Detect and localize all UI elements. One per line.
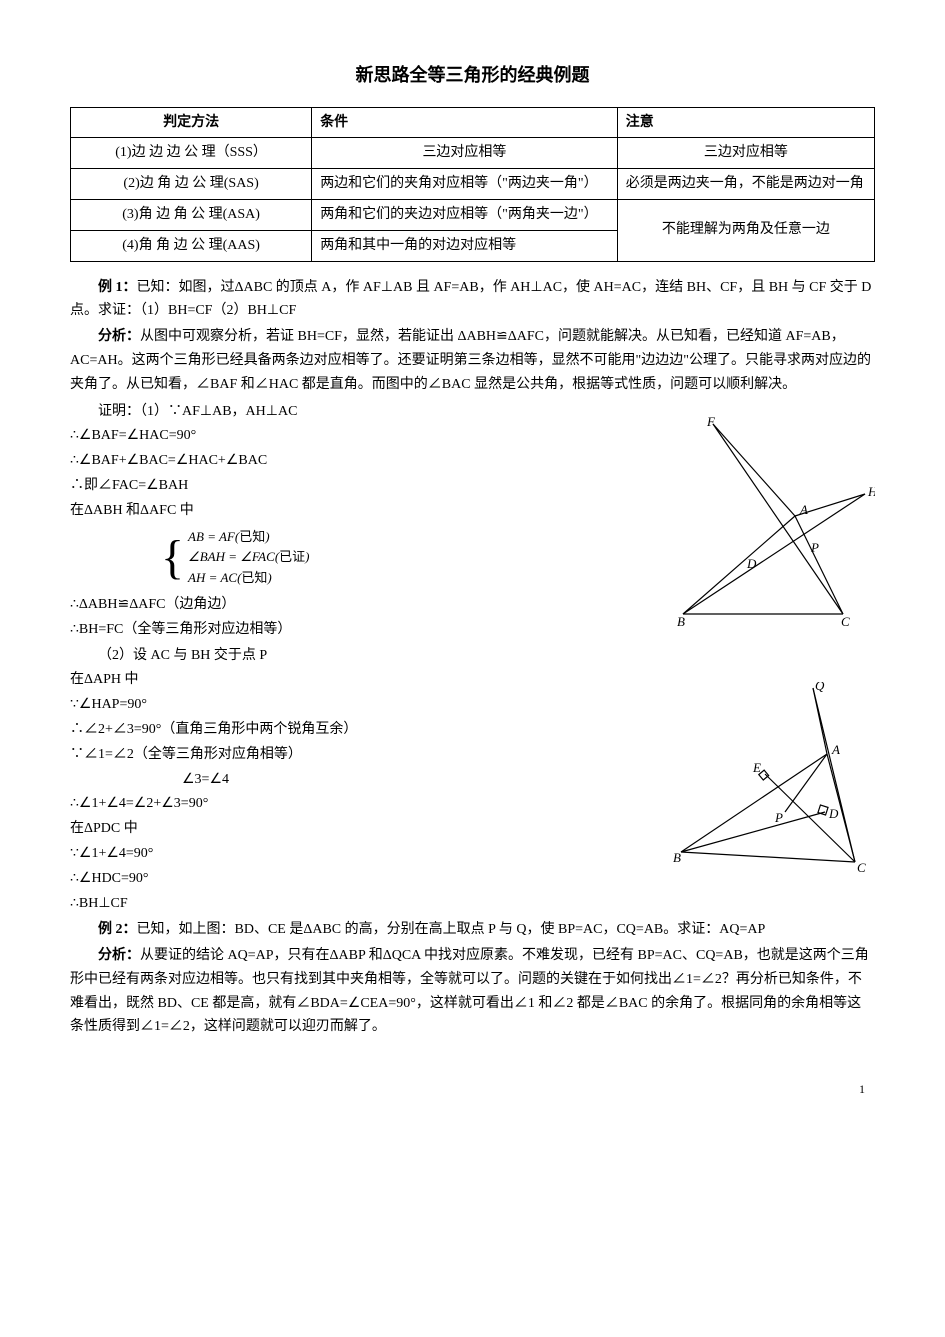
cell-note: 三边对应相等 [617, 138, 874, 169]
proof-p7: ∴BH=FC（全等三角形对应边相等） [70, 618, 655, 642]
example2-analysis: 分析：从要证的结论 AQ=AP，只有在ΔABP 和ΔQCA 中找对应原素。不难发… [70, 944, 875, 1039]
th-note: 注意 [617, 107, 874, 138]
svg-text:D: D [746, 556, 757, 571]
analysis-text: 从图中可观察分析，若证 BH=CF，显然，若能证出 ΔABH≌ΔAFC，问题就能… [70, 329, 871, 392]
table-row: (2)边 角 边 公 理(SAS) 两边和它们的夹角对应相等（"两边夹一角"） … [71, 169, 875, 200]
cell-note-merged: 不能理解为两角及任意一边 [617, 199, 874, 261]
ex1-given-text: 已知：如图，过Δ [137, 280, 244, 295]
proof-p13: ∴∠1+∠4=∠2+∠3=90° [70, 792, 655, 816]
proof-p12: ∠3=∠4 [182, 768, 655, 792]
figure-1: F H A B C D P [665, 416, 875, 626]
svg-text:P: P [810, 540, 819, 555]
svg-text:P: P [774, 810, 783, 825]
proof-part2: （2）设 AC 与 BH 交于点 P [98, 644, 655, 668]
brace-line3: AH = AC(已知) [188, 568, 309, 589]
svg-text:Q: Q [815, 682, 825, 693]
cell-method: (3)角 边 角 公 理(ASA) [71, 199, 312, 230]
svg-text:B: B [673, 850, 681, 865]
proof-label: 证明：（1） [98, 404, 168, 419]
figure-2: Q A E D P B C [665, 682, 875, 877]
proof-p5: 在ΔABH 和ΔAFC 中 [70, 499, 655, 523]
svg-text:A: A [831, 742, 840, 757]
cell-note: 必须是两边夹一角，不能是两边对一角 [617, 169, 874, 200]
analysis2-label: 分析： [98, 948, 140, 963]
page-title: 新思路全等三角形的经典例题 [70, 60, 875, 91]
proof-p17: ∴BH⊥CF [70, 892, 655, 916]
ex2-given-text: 已知，如上图：BD、CE 是ΔABC 的高，分别在高上取点 P 与 Q，使 BP… [137, 922, 766, 937]
svg-text:C: C [857, 860, 866, 875]
proof-p8: 在ΔAPH 中 [70, 668, 655, 692]
th-method: 判定方法 [71, 107, 312, 138]
cell-cond: 两角和其中一角的对边对应相等 [312, 230, 618, 261]
example1-label: 例 1： [98, 280, 137, 295]
cell-cond: 三边对应相等 [312, 138, 618, 169]
brace-line1: AB = AF(已知) [188, 527, 309, 548]
table-header-row: 判定方法 条件 注意 [71, 107, 875, 138]
proof-p1: ∵AF⊥AB，AH⊥AC [168, 404, 297, 419]
svg-text:E: E [752, 760, 761, 775]
methods-table: 判定方法 条件 注意 (1)边 边 边 公 理（SSS） 三边对应相等 三边对应… [70, 107, 875, 262]
svg-text:C: C [841, 614, 850, 626]
example1-given: 例 1：已知：如图，过ΔABC 的顶点 A，作 AF⊥AB 且 AF=AB，作 … [70, 276, 875, 324]
proof-p9: ∵∠HAP=90° [70, 693, 655, 717]
cell-method: (4)角 角 边 公 理(AAS) [71, 230, 312, 261]
cell-method: (2)边 角 边 公 理(SAS) [71, 169, 312, 200]
cell-method: (1)边 边 边 公 理（SSS） [71, 138, 312, 169]
left-brace-icon: { [161, 534, 184, 582]
proof-p6: ∴ΔABH≌ΔAFC（边角边） [70, 593, 655, 617]
brace-line2: ∠BAH = ∠FAC(已证) [188, 547, 309, 568]
cell-cond: 两边和它们的夹角对应相等（"两边夹一角"） [312, 169, 618, 200]
svg-text:H: H [867, 484, 875, 499]
proof-p10: ∴∠2+∠3=90°（直角三角形中两个锐角互余） [70, 718, 655, 742]
cell-cond: 两角和它们的夹边对应相等（"两角夹一边"） [312, 199, 618, 230]
proof-p15: ∵∠1+∠4=90° [70, 842, 655, 866]
svg-text:B: B [677, 614, 685, 626]
analysis2-text: 从要证的结论 AQ=AP，只有在ΔABP 和ΔQCA 中找对应原素。不难发现，已… [70, 948, 869, 1034]
proof-p2: ∴∠BAF=∠HAC=90° [70, 424, 655, 448]
svg-text:A: A [799, 502, 808, 517]
svg-text:D: D [828, 806, 839, 821]
proof-p4: ∴即∠FAC=∠BAH [70, 474, 655, 498]
example2-given: 例 2：已知，如上图：BD、CE 是ΔABC 的高，分别在高上取点 P 与 Q，… [70, 918, 875, 942]
proof-p16: ∴∠HDC=90° [70, 867, 655, 891]
example2-label: 例 2： [98, 922, 137, 937]
proof-p3: ∴∠BAF+∠BAC=∠HAC+∠BAC [70, 449, 655, 473]
proof-p11: ∵∠1=∠2（全等三角形对应角相等） [70, 743, 655, 767]
example1-analysis: 分析：从图中可观察分析，若证 BH=CF，显然，若能证出 ΔABH≌ΔAFC，问… [70, 325, 875, 396]
brace-conditions: { AB = AF(已知) ∠BAH = ∠FAC(已证) AH = AC(已知… [161, 527, 655, 589]
page-number: 1 [70, 1079, 875, 1099]
table-row: (1)边 边 边 公 理（SSS） 三边对应相等 三边对应相等 [71, 138, 875, 169]
table-row: (3)角 边 角 公 理(ASA) 两角和它们的夹边对应相等（"两角夹一边"） … [71, 199, 875, 230]
th-condition: 条件 [312, 107, 618, 138]
analysis-label: 分析： [98, 329, 140, 344]
proof-p14: 在ΔPDC 中 [70, 817, 655, 841]
svg-text:F: F [706, 416, 716, 429]
proof-start: 证明：（1）∵AF⊥AB，AH⊥AC [98, 400, 655, 424]
